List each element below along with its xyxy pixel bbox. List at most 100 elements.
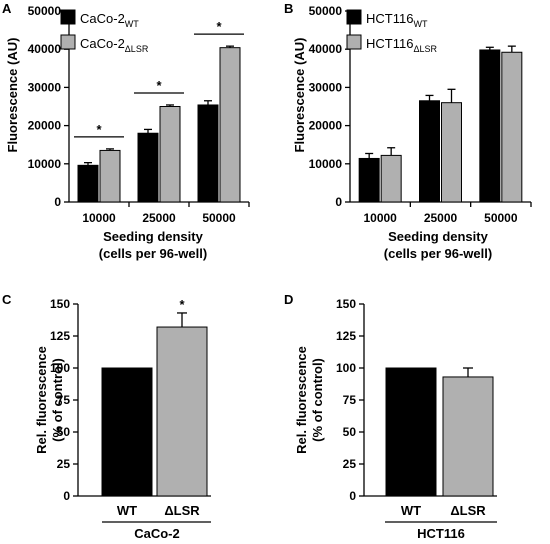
y-tick-label: 30000 (28, 80, 62, 94)
bar-wt-50000 (479, 49, 501, 203)
panel-d-ylabel-line2: (% of control) (310, 358, 325, 442)
bar-dlsr (442, 376, 494, 497)
significance-star: * (179, 297, 185, 312)
y-tick-label: 100 (336, 361, 356, 375)
legend-label-dlsr: HCT116 (366, 36, 413, 51)
svg-text:HCT116WT: HCT116WT (366, 11, 428, 29)
y-tick-label: 25 (343, 457, 357, 471)
bar-dlsr-25000 (159, 106, 181, 203)
y-tick-label: 50000 (309, 4, 343, 18)
y-tick-label: 50000 (28, 4, 62, 18)
panel-a-ylabel: Fluorescence (AU) (5, 38, 20, 153)
svg-text:CaCo-2WT: CaCo-2WT (80, 11, 139, 29)
panel-b-xlabel-line1: Seeding density (388, 229, 488, 244)
bar-wt (101, 367, 153, 497)
panel-d: D 0 25 50 75 100 125 150 WT ΔLSR Rel. fluoresce… (284, 292, 497, 541)
bar-dlsr-10000 (380, 154, 402, 203)
panel-a-xlabel-line2: (cells per 96-well) (99, 246, 207, 261)
x-tick-label: 25000 (424, 211, 458, 225)
y-tick-label: 30000 (309, 80, 343, 94)
panel-a-xlabel-line1: Seeding density (103, 229, 203, 244)
svg-text:CaCo-2ΔLSR: CaCo-2ΔLSR (80, 36, 149, 54)
bar-wt (385, 367, 437, 497)
panel-c-axes: 0 25 50 75 100 125 150 (50, 297, 211, 503)
panel-d-group-label: HCT116 (417, 526, 465, 541)
y-tick-label: 25 (57, 457, 71, 471)
panel-d-letter: D (284, 292, 293, 307)
x-tick-label: 10000 (363, 211, 397, 225)
panel-d-bars: WT ΔLSR (385, 367, 494, 518)
bar-wt-10000 (77, 164, 99, 203)
x-category-label: WT (117, 503, 137, 518)
panel-a-letter: A (2, 1, 12, 16)
y-tick-label: 50 (343, 425, 357, 439)
panel-c-ylabel-line1: Rel. fluorescence (34, 346, 49, 454)
y-tick-label: 40000 (309, 42, 343, 56)
y-tick-label: 125 (336, 329, 356, 343)
panel-d-ylabel-line1: Rel. fluorescence (294, 346, 309, 454)
y-tick-label: 0 (63, 489, 70, 503)
panel-b-ylabel: Fluorescence (AU) (292, 38, 307, 153)
legend-label-dlsr: CaCo-2 (80, 36, 125, 51)
x-tick-label: 50000 (202, 211, 236, 225)
y-tick-label: 150 (336, 297, 356, 311)
x-category-label: WT (401, 503, 421, 518)
legend-sub-wt: WT (125, 19, 139, 29)
panel-b-xlabel-line2: (cells per 96-well) (384, 246, 492, 261)
panel-c-group-label: CaCo-2 (134, 526, 180, 541)
panel-c-letter: C (2, 292, 12, 307)
legend-swatch-dlsr (346, 34, 362, 50)
y-tick-label: 50 (57, 425, 71, 439)
x-category-label: ΔLSR (164, 503, 200, 518)
panel-b-letter: B (284, 1, 293, 16)
significance-star: * (96, 122, 102, 137)
panel-a-axes: 0 10000 20000 30000 40000 50000 10000 25000 5000… (28, 4, 250, 225)
panel-b-legend: HCT116WT HCT116ΔLSR (346, 9, 437, 54)
y-tick-label: 10000 (309, 157, 343, 171)
y-tick-label: 10000 (28, 157, 62, 171)
bar-dlsr-25000 (441, 102, 462, 203)
panel-b-bars (358, 45, 523, 203)
y-tick-label: 150 (50, 297, 70, 311)
y-tick-label: 125 (50, 329, 70, 343)
legend-sub-dlsr: ΔLSR (125, 44, 149, 54)
bar-dlsr (156, 326, 208, 497)
y-tick-label: 20000 (28, 119, 62, 133)
panel-c-bars: WT ΔLSR * (101, 297, 208, 518)
y-tick-label: 20000 (309, 119, 343, 133)
bar-wt-25000 (137, 132, 159, 203)
y-tick-label: 0 (54, 195, 61, 209)
legend-sub-wt: WT (413, 19, 427, 29)
bar-dlsr-10000 (99, 149, 121, 203)
panel-b-axes: 0 10000 20000 30000 40000 50000 10000 25000 5000… (309, 4, 532, 225)
legend-sub-dlsr: ΔLSR (413, 44, 437, 54)
x-tick-label: 10000 (82, 211, 116, 225)
significance-star: * (156, 78, 162, 93)
legend-swatch-dlsr (60, 34, 76, 50)
bar-wt-25000 (419, 100, 440, 203)
legend-swatch-wt (60, 9, 76, 25)
legend-label-wt: CaCo-2 (80, 11, 125, 26)
bar-wt-10000 (358, 157, 380, 203)
legend-label-wt: HCT116 (366, 11, 413, 26)
x-tick-label: 25000 (142, 211, 176, 225)
panel-b: B 0 10000 20000 30000 40000 50000 10000 25000 50… (284, 1, 532, 261)
y-tick-label: 75 (343, 393, 357, 407)
legend-swatch-wt (346, 9, 362, 25)
significance-star: * (216, 19, 222, 34)
x-tick-label: 50000 (484, 211, 518, 225)
y-tick-label: 0 (335, 195, 342, 209)
panel-a-bars: * * * (74, 19, 244, 203)
panel-c: C 0 25 50 75 100 125 150 WT ΔLSR * Rel. fluoresc… (2, 292, 211, 541)
bar-wt-50000 (197, 104, 219, 203)
y-tick-label: 75 (57, 393, 71, 407)
x-category-label: ΔLSR (450, 503, 486, 518)
bar-dlsr-50000 (219, 47, 241, 203)
y-tick-label: 40000 (28, 42, 62, 56)
svg-text:HCT116ΔLSR: HCT116ΔLSR (366, 36, 437, 54)
panel-a-legend: CaCo-2WT CaCo-2ΔLSR (60, 9, 149, 54)
panel-c-ylabel-line2: (% of control) (50, 358, 65, 442)
bar-dlsr-50000 (501, 51, 523, 203)
panel-a: A 0 10000 20000 30000 40000 50000 10000 25000 50… (2, 1, 250, 261)
